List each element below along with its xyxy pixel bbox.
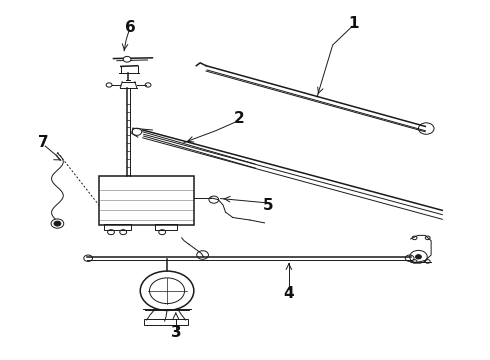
Text: 5: 5 xyxy=(263,198,274,212)
Text: 7: 7 xyxy=(38,135,49,150)
Text: 6: 6 xyxy=(124,19,135,35)
Circle shape xyxy=(416,255,421,259)
Text: 1: 1 xyxy=(348,16,358,31)
Circle shape xyxy=(54,221,61,226)
Text: 3: 3 xyxy=(171,325,181,341)
Bar xyxy=(104,224,130,230)
Text: 2: 2 xyxy=(233,111,244,126)
Text: 4: 4 xyxy=(284,286,294,301)
Bar xyxy=(144,319,188,325)
Circle shape xyxy=(123,57,131,62)
Bar xyxy=(99,176,194,225)
Circle shape xyxy=(51,219,64,228)
Bar xyxy=(155,224,177,230)
